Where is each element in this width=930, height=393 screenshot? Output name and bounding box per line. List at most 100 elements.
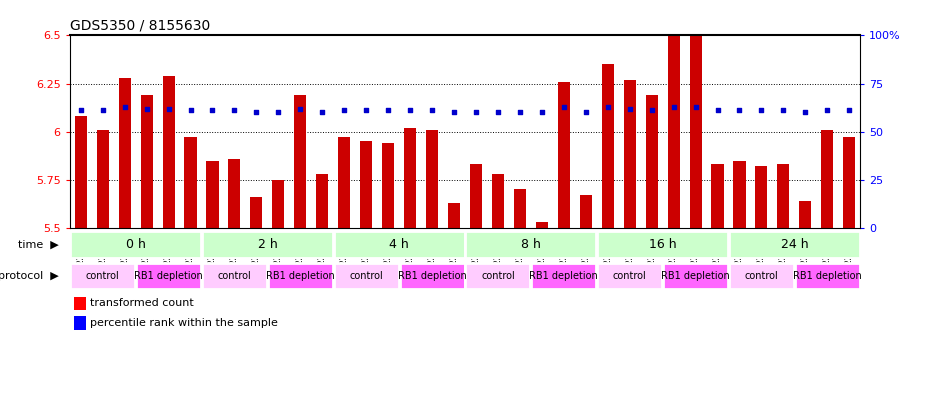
Bar	[184, 138, 196, 228]
Bar	[536, 222, 548, 228]
Text: RB1 depletion: RB1 depletion	[134, 271, 203, 281]
Text: 0 h: 0 h	[126, 238, 146, 251]
Text: transformed count: transformed count	[90, 298, 194, 309]
Point	[161, 105, 176, 112]
Bar	[597, 231, 728, 258]
Point	[556, 103, 571, 110]
Bar	[668, 6, 680, 228]
Bar	[119, 78, 131, 228]
Bar	[777, 164, 790, 228]
Point	[140, 105, 154, 112]
Bar	[73, 316, 86, 330]
Bar	[465, 231, 596, 258]
Point	[183, 107, 198, 114]
Bar	[136, 263, 201, 289]
Text: control: control	[745, 271, 778, 281]
Point	[337, 107, 352, 114]
Text: 4 h: 4 h	[390, 238, 409, 251]
Bar	[400, 263, 465, 289]
Text: RB1 depletion: RB1 depletion	[661, 271, 730, 281]
Bar	[426, 130, 438, 228]
Bar	[250, 197, 262, 228]
Bar	[663, 263, 728, 289]
Text: control: control	[613, 271, 646, 281]
Point	[776, 107, 790, 114]
Point	[842, 107, 857, 114]
Bar	[206, 161, 219, 228]
Bar	[579, 195, 591, 228]
Bar	[334, 231, 465, 258]
Point	[403, 107, 418, 114]
Bar	[711, 164, 724, 228]
Bar	[465, 263, 530, 289]
Point	[711, 107, 725, 114]
Point	[271, 109, 286, 116]
Bar	[799, 201, 811, 228]
Text: control: control	[350, 271, 383, 281]
Text: 24 h: 24 h	[780, 238, 808, 251]
Bar	[97, 130, 109, 228]
Bar	[360, 141, 372, 228]
Point	[117, 103, 132, 110]
Bar	[404, 128, 416, 228]
Bar	[163, 76, 175, 228]
Bar	[272, 180, 285, 228]
Bar	[70, 231, 201, 258]
Text: protocol  ▶: protocol ▶	[0, 271, 59, 281]
Bar	[202, 231, 333, 258]
Bar	[294, 95, 306, 228]
Bar	[470, 164, 482, 228]
Bar	[729, 231, 860, 258]
Text: RB1 depletion: RB1 depletion	[529, 271, 598, 281]
Bar	[74, 116, 86, 228]
Bar	[229, 159, 241, 228]
Bar	[558, 82, 570, 228]
Bar	[140, 95, 153, 228]
Bar	[821, 130, 833, 228]
Point	[315, 109, 330, 116]
Point	[95, 107, 110, 114]
Bar	[602, 64, 614, 228]
Bar	[755, 166, 767, 228]
Text: 16 h: 16 h	[649, 238, 676, 251]
Point	[798, 109, 813, 116]
Point	[469, 109, 484, 116]
Bar	[514, 189, 526, 228]
Text: GDS5350 / 8155630: GDS5350 / 8155630	[70, 19, 210, 33]
Text: time  ▶: time ▶	[18, 240, 59, 250]
Text: 8 h: 8 h	[521, 238, 541, 251]
Point	[644, 107, 659, 114]
Point	[512, 109, 527, 116]
Point	[249, 109, 264, 116]
Point	[205, 107, 219, 114]
Bar	[734, 161, 746, 228]
Bar	[339, 138, 351, 228]
Text: percentile rank within the sample: percentile rank within the sample	[90, 318, 278, 328]
Point	[446, 109, 461, 116]
Bar	[448, 203, 460, 228]
Bar	[844, 138, 856, 228]
Bar	[531, 263, 596, 289]
Bar	[73, 297, 86, 310]
Point	[688, 103, 703, 110]
Bar	[70, 263, 135, 289]
Point	[732, 107, 747, 114]
Text: control: control	[86, 271, 120, 281]
Bar	[268, 263, 333, 289]
Text: control: control	[481, 271, 515, 281]
Bar	[492, 174, 504, 228]
Point	[293, 105, 308, 112]
Bar	[689, 1, 701, 228]
Text: RB1 depletion: RB1 depletion	[793, 271, 862, 281]
Point	[535, 109, 550, 116]
Point	[754, 107, 769, 114]
Point	[73, 107, 88, 114]
Point	[666, 103, 681, 110]
Bar	[597, 263, 662, 289]
Text: RB1 depletion: RB1 depletion	[266, 271, 335, 281]
Bar	[645, 95, 658, 228]
Point	[490, 109, 505, 116]
Point	[227, 107, 242, 114]
Bar	[382, 143, 394, 228]
Bar	[202, 263, 267, 289]
